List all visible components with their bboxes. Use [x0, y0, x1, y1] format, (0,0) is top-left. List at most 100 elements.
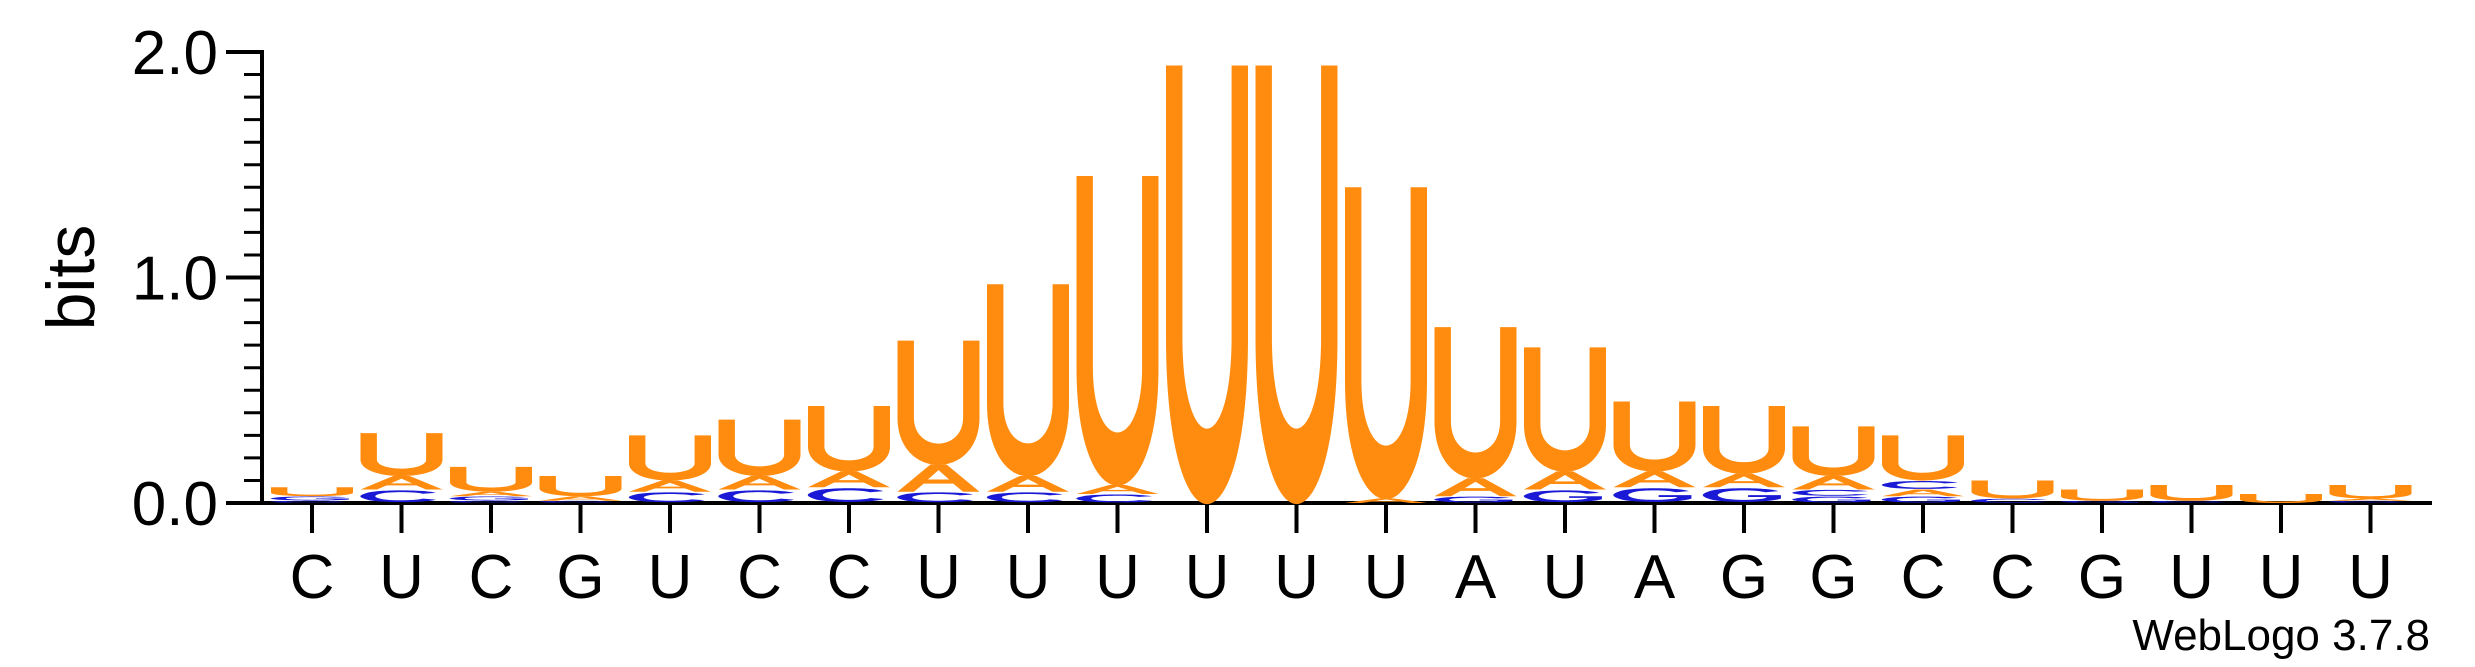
logo-letter-G	[1523, 490, 1602, 503]
logo-letter-C	[449, 500, 526, 503]
logo-letter-U	[1613, 401, 1696, 472]
letter-shape	[270, 500, 347, 503]
letter-shape	[1523, 490, 1602, 503]
letter-shape	[628, 492, 705, 503]
x-tick-label: C	[737, 543, 782, 612]
x-tick-label: U	[1006, 543, 1051, 612]
logo-letter-C	[1881, 481, 1958, 489]
y-axis-label: bits	[33, 225, 109, 331]
y-axis: 0.0 1.0 2.0	[132, 19, 264, 539]
logo-column	[1434, 327, 1517, 503]
x-tick-label: U	[379, 543, 424, 612]
letter-shape	[718, 490, 794, 503]
logo-letter-U	[1703, 406, 1785, 474]
letter-shape	[1792, 426, 1875, 477]
letter-shape	[539, 475, 622, 497]
letter-shape	[897, 492, 973, 503]
y-tick-label: 1.0	[132, 245, 218, 314]
letter-shape	[987, 475, 1069, 492]
letter-shape	[449, 496, 528, 501]
x-tick-label: U	[2169, 543, 2214, 612]
letter-shape	[539, 496, 622, 501]
letter-shape	[2329, 500, 2405, 503]
y-tick-label: 0.0	[132, 470, 218, 539]
letter-shape	[360, 475, 443, 490]
x-tick-label: U	[2348, 543, 2393, 612]
logo-letter-C	[1792, 489, 1868, 496]
letter-shape	[987, 284, 1069, 477]
logo-letter-A	[1524, 471, 1606, 490]
letter-shape	[1076, 494, 1152, 503]
letter-shape	[718, 475, 801, 490]
letter-shape	[1613, 488, 1692, 502]
logo-letter-U	[1434, 327, 1517, 479]
logo-letter-U	[2329, 484, 2412, 499]
x-tick-label: C	[1990, 543, 2035, 612]
logo-letter-U	[1882, 435, 1964, 481]
x-tick-label: U	[1364, 543, 1409, 612]
logo-letter-A	[1076, 484, 1159, 494]
letter-shape	[2060, 500, 2139, 503]
logo-letter-U	[2061, 489, 2143, 501]
letter-shape	[360, 490, 436, 503]
logo-column	[1792, 426, 1875, 503]
logo-letter-A	[987, 475, 1069, 492]
letter-shape	[539, 500, 615, 503]
logo-column	[986, 284, 1069, 503]
logo-column	[1345, 187, 1427, 503]
logo-letter-C	[539, 500, 615, 503]
logo-letter-U	[897, 340, 980, 465]
logo-letter-U	[1792, 426, 1875, 477]
logo-letter-G	[449, 496, 528, 501]
logo-column	[1255, 65, 1338, 505]
logo-column	[1971, 480, 2054, 503]
logo-column	[360, 433, 443, 503]
logo-letter-U	[2150, 484, 2233, 501]
logo-column	[2240, 493, 2322, 504]
logo-letter-A	[1703, 473, 1785, 488]
x-tick-label: U	[1543, 543, 1588, 612]
logo-letter-C	[628, 492, 705, 503]
logo-letter-U	[1166, 65, 1248, 505]
logo-letter-C	[897, 492, 973, 503]
letter-shape	[1882, 489, 1964, 497]
letter-shape	[1792, 496, 1871, 503]
logo-letter-C	[1076, 494, 1152, 503]
x-tick-label: C	[290, 543, 335, 612]
letter-shape	[629, 480, 711, 492]
x-tick-label: G	[556, 543, 604, 612]
letter-shape	[1076, 176, 1159, 486]
logo-column	[897, 340, 980, 503]
letter-shape	[1345, 187, 1427, 500]
x-tick-label: A	[1634, 543, 1676, 612]
letter-shape	[1703, 473, 1785, 488]
logo-column	[1881, 435, 1964, 503]
letter-shape	[1613, 471, 1696, 488]
letter-shape	[2329, 484, 2412, 499]
letter-shape	[1703, 406, 1785, 474]
letter-shape	[2329, 498, 2412, 501]
x-tick-label: U	[1274, 543, 1319, 612]
letter-shape	[1076, 484, 1159, 494]
logo-letter-A	[450, 491, 532, 497]
logo-letter-U	[271, 487, 353, 497]
letter-shape	[1524, 471, 1606, 490]
letter-shape	[1792, 489, 1868, 496]
x-tick-label: U	[648, 543, 693, 612]
letter-shape	[449, 500, 526, 503]
logo-column	[2329, 484, 2412, 503]
letter-shape	[1881, 496, 1960, 503]
logo-letter-C	[2329, 500, 2405, 503]
letter-shape	[1345, 498, 1427, 503]
logo-letter-A	[1882, 489, 1964, 497]
x-tick-label: U	[1185, 543, 1230, 612]
x-tick-label: C	[469, 543, 514, 612]
letter-shape	[2150, 484, 2233, 501]
letter-shape	[360, 433, 443, 477]
weblogo-version-label: WebLogo 3.7.8	[2132, 611, 2430, 660]
logo-letter-A	[1345, 498, 1427, 503]
logo-letter-U	[629, 435, 711, 481]
logo-letter-G	[1702, 488, 1781, 502]
